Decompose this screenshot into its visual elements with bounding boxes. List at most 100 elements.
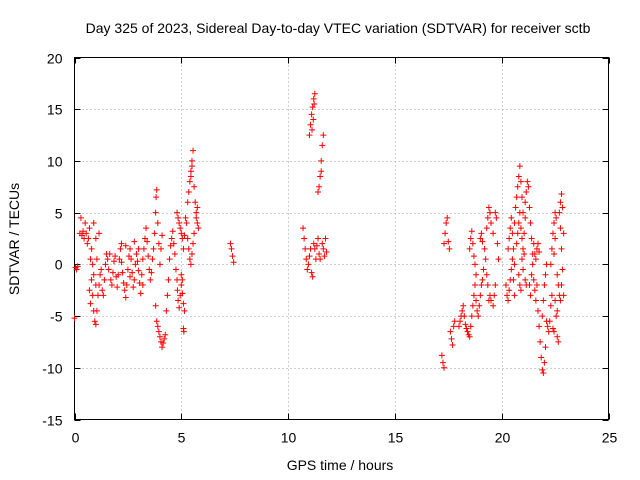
- data-point: [457, 318, 464, 325]
- y-tick-label: -5: [50, 309, 63, 325]
- data-point: [539, 313, 546, 320]
- data-point: [149, 256, 156, 263]
- data-point: [506, 287, 513, 294]
- data-point: [470, 292, 477, 299]
- data-point: [468, 313, 475, 320]
- data-point: [309, 104, 316, 111]
- data-point: [179, 235, 186, 242]
- x-tick-label: 5: [178, 430, 186, 446]
- data-point: [518, 256, 525, 263]
- data-point: [96, 230, 103, 237]
- data-point: [531, 287, 538, 294]
- data-point: [186, 256, 193, 263]
- data-point: [558, 191, 565, 198]
- data-point: [479, 238, 486, 245]
- x-tick-label: 20: [495, 430, 511, 446]
- y-axis-label: SDTVAR / TECUs: [6, 183, 22, 295]
- data-point: [311, 90, 318, 97]
- data-point: [71, 315, 78, 322]
- data-point: [459, 307, 466, 314]
- data-point: [315, 235, 322, 242]
- data-point: [451, 318, 458, 325]
- data-point: [509, 230, 516, 237]
- data-point: [313, 242, 320, 249]
- data-point: [124, 266, 131, 273]
- data-point: [230, 259, 237, 266]
- data-point: [536, 323, 543, 330]
- data-point: [559, 266, 566, 273]
- data-point: [484, 214, 491, 221]
- data-point: [511, 261, 518, 268]
- data-point: [518, 235, 525, 242]
- data-point: [526, 204, 533, 211]
- data-point: [160, 339, 167, 346]
- data-point: [74, 263, 81, 270]
- data-point: [310, 95, 317, 102]
- data-point: [188, 157, 195, 164]
- data-point: [483, 271, 490, 278]
- data-point: [444, 214, 451, 221]
- x-tick-label: 10: [281, 430, 297, 446]
- data-point: [309, 126, 316, 133]
- data-point: [305, 261, 312, 268]
- data-point: [492, 209, 499, 216]
- data-point: [493, 214, 500, 221]
- data-point: [86, 225, 93, 232]
- data-point: [323, 248, 330, 255]
- data-point: [477, 292, 484, 299]
- data-point: [557, 225, 564, 232]
- data-point: [153, 194, 160, 201]
- data-point: [133, 251, 140, 258]
- data-point: [315, 188, 322, 195]
- data-point: [542, 271, 549, 278]
- data-point: [540, 369, 547, 376]
- data-point: [515, 271, 522, 278]
- data-point: [531, 251, 538, 258]
- x-tick-label: 0: [72, 430, 80, 446]
- data-point: [510, 276, 517, 283]
- data-point: [474, 307, 481, 314]
- data-point: [522, 214, 529, 221]
- data-point: [185, 245, 192, 252]
- data-point: [547, 261, 554, 268]
- data-point: [476, 302, 483, 309]
- data-point: [549, 230, 556, 237]
- data-point: [187, 173, 194, 180]
- data-point: [556, 209, 563, 216]
- data-point: [146, 266, 153, 273]
- data-point: [172, 266, 179, 273]
- data-point: [178, 282, 185, 289]
- data-point: [311, 101, 318, 108]
- data-point: [97, 271, 104, 278]
- data-point: [535, 240, 542, 247]
- data-point: [158, 245, 165, 252]
- data-point: [80, 228, 87, 235]
- data-point: [145, 253, 152, 260]
- data-point: [88, 245, 95, 252]
- data-point: [100, 292, 107, 299]
- data-point: [527, 219, 534, 226]
- data-point: [515, 173, 522, 180]
- data-point: [122, 294, 129, 301]
- data-point: [443, 219, 450, 226]
- data-point: [510, 245, 517, 252]
- data-point: [528, 235, 535, 242]
- data-point: [154, 219, 161, 226]
- data-point: [516, 282, 523, 289]
- data-point: [522, 276, 529, 283]
- data-point: [495, 256, 502, 263]
- data-point: [90, 219, 97, 226]
- data-point: [460, 302, 467, 309]
- data-point: [153, 186, 160, 193]
- x-tick-label: 15: [388, 430, 404, 446]
- data-point: [537, 338, 544, 345]
- chart-title: Day 325 of 2023, Sidereal Day-to-day VTE…: [86, 20, 591, 36]
- data-point: [86, 287, 93, 294]
- data-point: [520, 266, 527, 273]
- data-point: [102, 261, 109, 268]
- data-point: [154, 323, 161, 330]
- data-point: [317, 256, 324, 263]
- data-point: [504, 292, 511, 299]
- data-point: [228, 245, 235, 252]
